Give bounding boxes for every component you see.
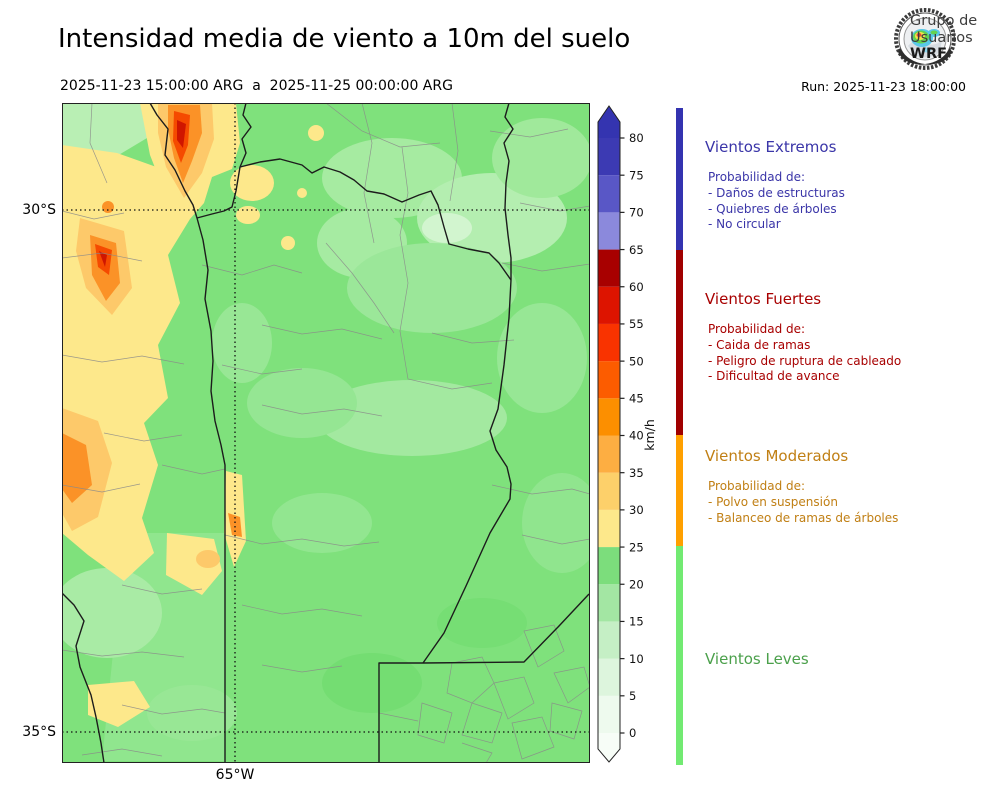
legend-title: Vientos Leves bbox=[705, 650, 809, 668]
wind-map bbox=[52, 102, 602, 764]
page-title: Intensidad media de viento a 10m del sue… bbox=[58, 24, 631, 54]
legend-item: - No circular bbox=[708, 217, 781, 232]
legend-prob-label: Probabilidad de: bbox=[708, 170, 806, 184]
svg-text:35: 35 bbox=[629, 466, 644, 480]
legend-prob-label: Probabilidad de: bbox=[708, 322, 806, 336]
valid-period: 2025-11-23 15:00:00 ARG a 2025-11-25 00:… bbox=[60, 78, 453, 94]
svg-text:75: 75 bbox=[629, 168, 644, 182]
legend-vientos-moderados: Vientos Moderados Probabilidad de: - Pol… bbox=[705, 447, 985, 526]
legend-item: - Balanceo de ramas de árboles bbox=[708, 510, 899, 525]
svg-text:40: 40 bbox=[629, 429, 644, 443]
legend-item: - Peligro de ruptura de cableado bbox=[708, 353, 902, 368]
svg-text:55: 55 bbox=[629, 317, 644, 331]
legend-item: - Daños de estructuras bbox=[708, 185, 845, 200]
legend-item: - Dificultad de avance bbox=[708, 369, 840, 384]
logo-line-3: WRF bbox=[910, 46, 948, 62]
wind-map-canvas bbox=[52, 102, 602, 764]
legend-item: - Polvo en suspensión bbox=[708, 494, 838, 509]
category-bar-segment-1 bbox=[676, 250, 683, 435]
svg-text:60: 60 bbox=[629, 280, 644, 294]
legend-vientos-fuertes: Vientos Fuertes Probabilidad de: - Caida… bbox=[705, 290, 985, 385]
legend-item: - Caida de ramas bbox=[708, 337, 811, 352]
model-run-timestamp: Run: 2025-11-23 18:00:00 bbox=[801, 79, 966, 94]
svg-text:5: 5 bbox=[629, 689, 636, 703]
legend-vientos-leves: Vientos Leves bbox=[705, 650, 985, 682]
svg-text:65: 65 bbox=[629, 243, 644, 257]
legend-vientos-extremos: Vientos Extremos Probabilidad de: - Daño… bbox=[705, 138, 985, 233]
legend-title: Vientos Fuertes bbox=[705, 290, 822, 308]
svg-text:km/h: km/h bbox=[642, 419, 657, 451]
logo-line-2: Usuarios bbox=[910, 29, 973, 46]
svg-text:25: 25 bbox=[629, 540, 644, 554]
legend-title: Vientos Moderados bbox=[705, 447, 849, 465]
svg-text:20: 20 bbox=[629, 577, 644, 591]
lat-tick-35S: 35°S bbox=[22, 724, 56, 740]
category-bar-segment-0 bbox=[676, 108, 683, 250]
logo-line-1: Grupo de bbox=[910, 13, 978, 29]
legend-prob-label: Probabilidad de: bbox=[708, 479, 806, 493]
svg-text:15: 15 bbox=[629, 615, 644, 629]
legend-item: - Quiebres de árboles bbox=[708, 201, 837, 216]
colorbar: 0 5 10 15 20 25 30 35 40 45 50 55 60 65 70 75 80 km/h bbox=[596, 100, 676, 772]
svg-text:10: 10 bbox=[629, 652, 644, 666]
svg-text:70: 70 bbox=[629, 206, 644, 220]
legend-title: Vientos Extremos bbox=[705, 138, 837, 156]
svg-text:45: 45 bbox=[629, 392, 644, 406]
colorbar-canvas: 0 5 10 15 20 25 30 35 40 45 50 55 60 65 70 75 80 km/h bbox=[597, 105, 657, 763]
svg-text:30: 30 bbox=[629, 503, 644, 517]
category-color-bar bbox=[676, 0, 683, 800]
svg-text:0: 0 bbox=[629, 726, 636, 740]
lon-tick-65W: 65°W bbox=[215, 767, 255, 783]
lat-tick-30S: 30°S bbox=[22, 202, 56, 218]
svg-text:80: 80 bbox=[629, 131, 644, 145]
category-bar-segment-2 bbox=[676, 435, 683, 546]
svg-text:50: 50 bbox=[629, 354, 644, 368]
wrf-users-group-logo-icon bbox=[894, 8, 956, 70]
category-bar-segment-3 bbox=[676, 546, 683, 765]
logo-text: Grupo de Usuarios WRF bbox=[910, 13, 977, 63]
